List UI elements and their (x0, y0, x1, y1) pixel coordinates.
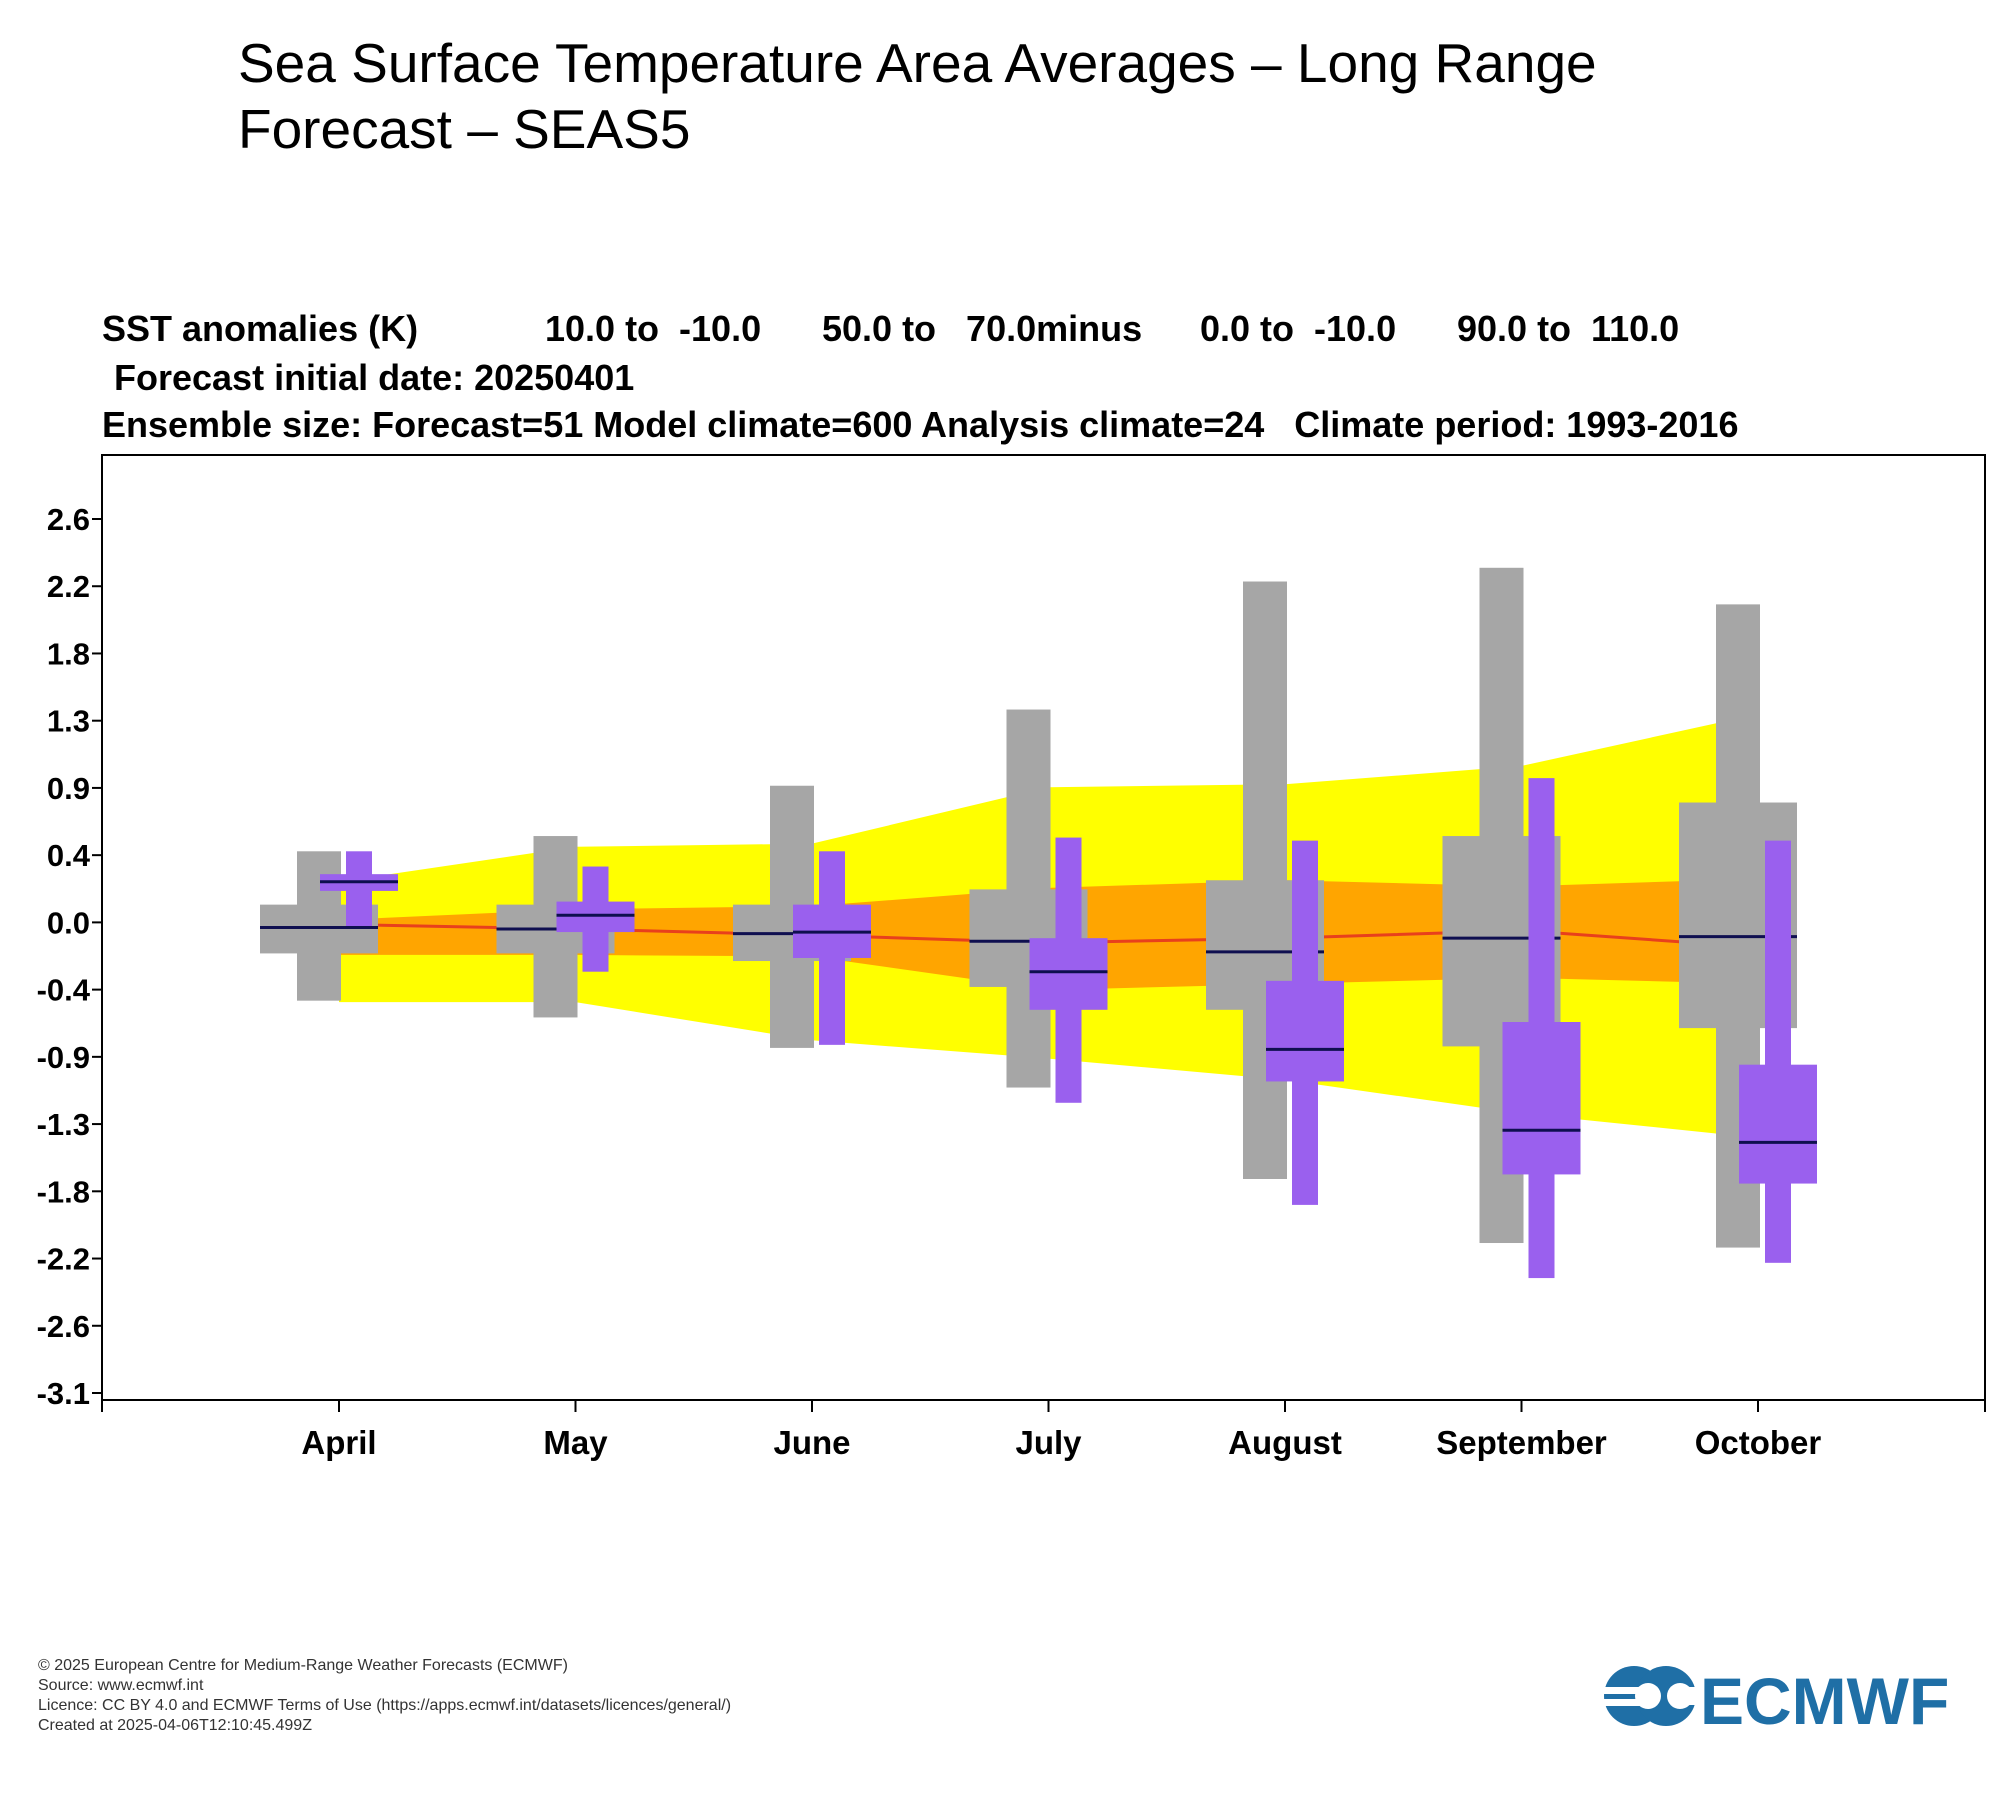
x-tick-label: April (301, 1424, 376, 1461)
x-tick-label: May (543, 1424, 608, 1461)
x-tick-label: August (1228, 1424, 1342, 1461)
forecast-box-july (1029, 837, 1108, 1103)
footer-created: Created at 2025-04-06T12:10:45.499Z (38, 1717, 312, 1734)
y-tick-label: -0.9 (37, 1040, 90, 1075)
header-ensemble-info: Ensemble size: Forecast=51 Model climate… (102, 404, 1738, 445)
plot-area (101, 454, 1986, 1401)
forecast-box (1739, 1064, 1817, 1184)
y-tick-label: -1.3 (37, 1107, 90, 1142)
forecast-box (1266, 980, 1344, 1082)
header-range-2: 50.0 to 70.0minus (822, 308, 1142, 349)
axes: 2.6 2.2 1.8 1.3 0.9 0.4 0.0 -0.4 -0.9 -1.3 -1.8 -2.… (37, 502, 1986, 1461)
ecmwf-logo-icon (1600, 1666, 1700, 1726)
footer-licence: Licence: CC BY 4.0 and ECMWF Terms of Us… (38, 1697, 732, 1714)
chart-title: Sea Surface Temperature Area Averages – … (238, 32, 1597, 160)
y-tick-label: -2.2 (37, 1242, 90, 1277)
y-tick-label: -2.6 (37, 1309, 90, 1344)
header-range-4: 90.0 to 110.0 (1457, 308, 1679, 349)
footer-copyright: © 2025 European Centre for Medium-Range … (38, 1657, 568, 1674)
header-label: SST anomalies (K) (102, 308, 418, 349)
y-tick-label: 0.0 (47, 905, 90, 940)
ecmwf-logo-text: ECMWF (1700, 1664, 1949, 1732)
x-tick-label: June (773, 1424, 850, 1461)
forecast-box-august (1266, 840, 1344, 1205)
y-tick-label: 0.9 (47, 771, 90, 806)
x-tick-label: October (1695, 1424, 1822, 1461)
y-tick-label: 2.6 (47, 502, 90, 537)
x-tick-label: July (1015, 1424, 1082, 1461)
ecmwf-logo: ECMWF (1600, 1664, 1949, 1732)
y-tick-label: 2.2 (47, 569, 90, 604)
forecast-box-october (1739, 840, 1817, 1263)
forecast-box-september (1502, 778, 1581, 1279)
y-tick-label: -1.8 (37, 1174, 90, 1209)
forecast-box (1029, 938, 1108, 1010)
forecast-box-june (793, 851, 871, 1045)
y-tick-label: 1.3 (47, 704, 90, 739)
forecast-whisker (1765, 840, 1791, 1263)
footer-source: Source: www.ecmwf.int (38, 1677, 204, 1694)
y-tick-label: -3.1 (37, 1376, 90, 1411)
footer: © 2025 European Centre for Medium-Range … (38, 1656, 731, 1736)
forecast-box (556, 901, 635, 933)
y-tick-label: -0.4 (37, 973, 91, 1008)
header-range-3: 0.0 to -10.0 (1200, 308, 1396, 349)
header-forecast-date: Forecast initial date: 20250401 (114, 357, 634, 398)
forecast-box-may (556, 866, 635, 972)
x-tick-label: September (1436, 1424, 1607, 1461)
y-tick-label: 0.4 (47, 838, 91, 873)
header-range-1: 10.0 to -10.0 (545, 308, 761, 349)
forecast-box (1502, 1022, 1581, 1175)
forecast-box-april (320, 851, 398, 926)
y-tick-label: 1.8 (47, 636, 90, 671)
